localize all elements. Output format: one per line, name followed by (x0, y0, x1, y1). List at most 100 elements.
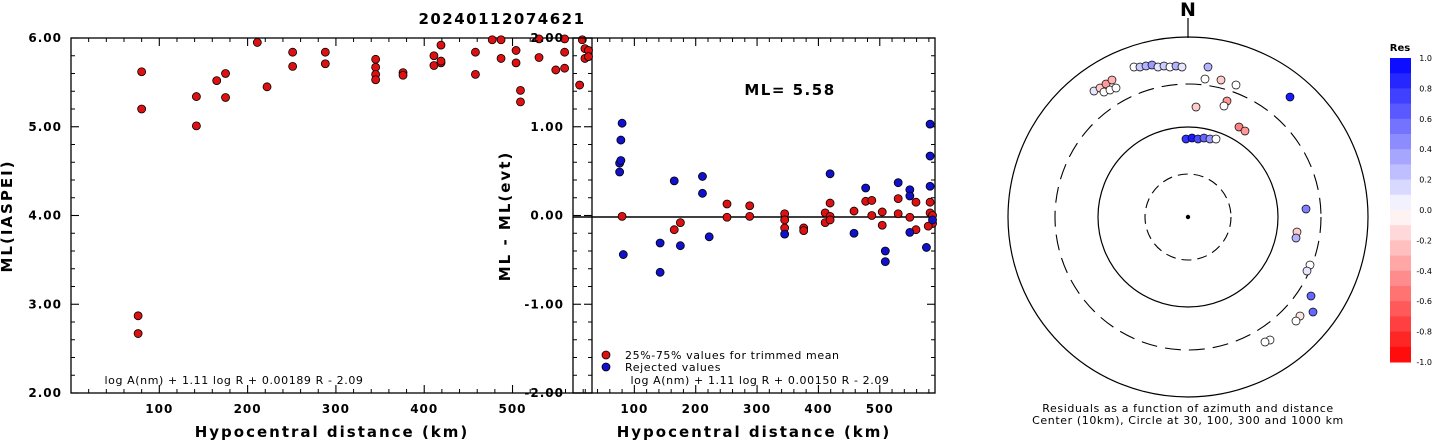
data-point (496, 54, 506, 63)
residual-colorbar: Res 1.0 0.8 0.6 0.4 0.2 0.0 -0.2 -0.4 -0.6 -0.8 -1… (1390, 43, 1432, 367)
y-tick-label: 4.00 (28, 209, 62, 223)
data-point (551, 65, 561, 75)
rejected-point (615, 167, 625, 177)
trimmed-point (911, 197, 921, 207)
azimuth-residual-panel: N Residuals as a function of azimuth and… (1007, 0, 1369, 427)
data-point (191, 121, 201, 131)
colorbar-cell (1390, 346, 1411, 363)
trimmed-point (905, 212, 915, 222)
y-tick-label: 1.00 (530, 120, 564, 134)
colorbar-cell (1390, 331, 1411, 348)
x-tick-label: 300 (743, 402, 771, 416)
range-circle-30km (1144, 173, 1232, 261)
x-tick-label: 400 (410, 402, 438, 416)
trimmed-point (745, 211, 755, 221)
trimmed-point (877, 207, 887, 217)
trimmed-point (867, 196, 877, 205)
station-marker (1285, 92, 1295, 102)
north-label: N (1180, 0, 1196, 21)
y-tick-label: 5.00 (28, 120, 62, 134)
data-point (320, 47, 330, 57)
rejected-point (698, 188, 707, 198)
data-point (496, 35, 506, 45)
rejected-point (704, 232, 714, 242)
colorbar-cell (1390, 179, 1411, 196)
data-point (429, 51, 439, 61)
data-point (534, 53, 544, 62)
colorbar-cell (1390, 118, 1411, 135)
colorbar-cell (1390, 73, 1411, 89)
data-point (516, 97, 525, 107)
rejected-point (617, 118, 627, 128)
colorbar-label: -1.0 (1416, 358, 1432, 367)
legend-trimmed-label: 25%-75% values for trimmed mean (625, 349, 840, 362)
epicenter-marker (1185, 214, 1191, 220)
rejected-point (655, 238, 665, 248)
x-tick-label: 500 (866, 402, 894, 416)
data-point (436, 40, 446, 50)
rejected-point (849, 228, 859, 238)
trimmed-point (617, 211, 627, 221)
trimmed-point (825, 198, 835, 208)
rejected-point (669, 176, 679, 186)
colorbar-label: 0.8 (1419, 84, 1432, 93)
rejected-point (616, 135, 626, 145)
colorbar-label: -0.6 (1416, 297, 1432, 306)
rejected-point (880, 246, 890, 256)
data-point (534, 34, 544, 44)
colorbar-label: -0.2 (1416, 236, 1432, 245)
y-tick-label: 3.00 (28, 297, 62, 311)
ml-iaspei-panel: 100 200 300 400 500 2.00 3.00 4.00 5.00 6.00 log … (0, 31, 593, 441)
data-point (133, 311, 143, 321)
trimmed-point (722, 199, 732, 209)
y-tick-label: -1.00 (524, 297, 564, 311)
station-marker (1240, 126, 1250, 136)
trimmed-point (877, 220, 887, 230)
x-tick-label: 400 (804, 402, 832, 416)
legend-rejected-marker (601, 362, 611, 372)
station-marker (1191, 102, 1201, 112)
rejected-point (925, 181, 935, 191)
rejected-point (825, 169, 835, 179)
colorbar-label: 0.6 (1419, 115, 1432, 124)
data-point (487, 35, 497, 45)
data-point (560, 47, 570, 57)
rejected-point (675, 241, 685, 251)
rejected-point (905, 191, 915, 201)
trimmed-point (893, 194, 903, 204)
colorbar-label: -0.4 (1416, 267, 1432, 276)
residual-panel: 100 200 300 400 500 2.00 1.00 0.00 -1.00 -2.00 ML… (496, 31, 937, 441)
data-point (398, 70, 408, 80)
legend-rejected-label: Rejected values (625, 361, 721, 374)
ml-value-label: ML= 5.58 (744, 81, 835, 99)
colorbar-cell (1390, 149, 1411, 165)
colorbar-label: 0.0 (1419, 206, 1432, 215)
data-point (471, 47, 480, 57)
data-point (133, 329, 143, 338)
y-axis-label: ML - ML(evt) (496, 151, 514, 281)
colorbar-label: 0.2 (1419, 176, 1432, 185)
data-point (436, 56, 446, 66)
data-point (471, 69, 480, 79)
colorbar-cell (1390, 164, 1411, 181)
station-marker (1219, 101, 1229, 111)
station-marker (1301, 204, 1311, 214)
station-marker (1200, 74, 1210, 84)
rejected-point (861, 183, 871, 193)
data-point (511, 46, 521, 55)
y-axis-label: ML(IASPEI) (0, 159, 16, 272)
trimmed-point (925, 197, 935, 207)
station-marker (1291, 233, 1301, 243)
colorbar-cell (1390, 286, 1411, 302)
colorbar-title: Res (1390, 43, 1410, 54)
rejected-point (780, 229, 790, 239)
rejected-point (618, 250, 628, 259)
rejected-point (925, 151, 935, 161)
station-marker (1111, 83, 1121, 93)
y-tick-label: -2.00 (524, 386, 564, 400)
trimmed-point (893, 209, 903, 219)
data-point (288, 47, 298, 57)
station-marker (1302, 266, 1312, 276)
data-point (137, 67, 147, 77)
